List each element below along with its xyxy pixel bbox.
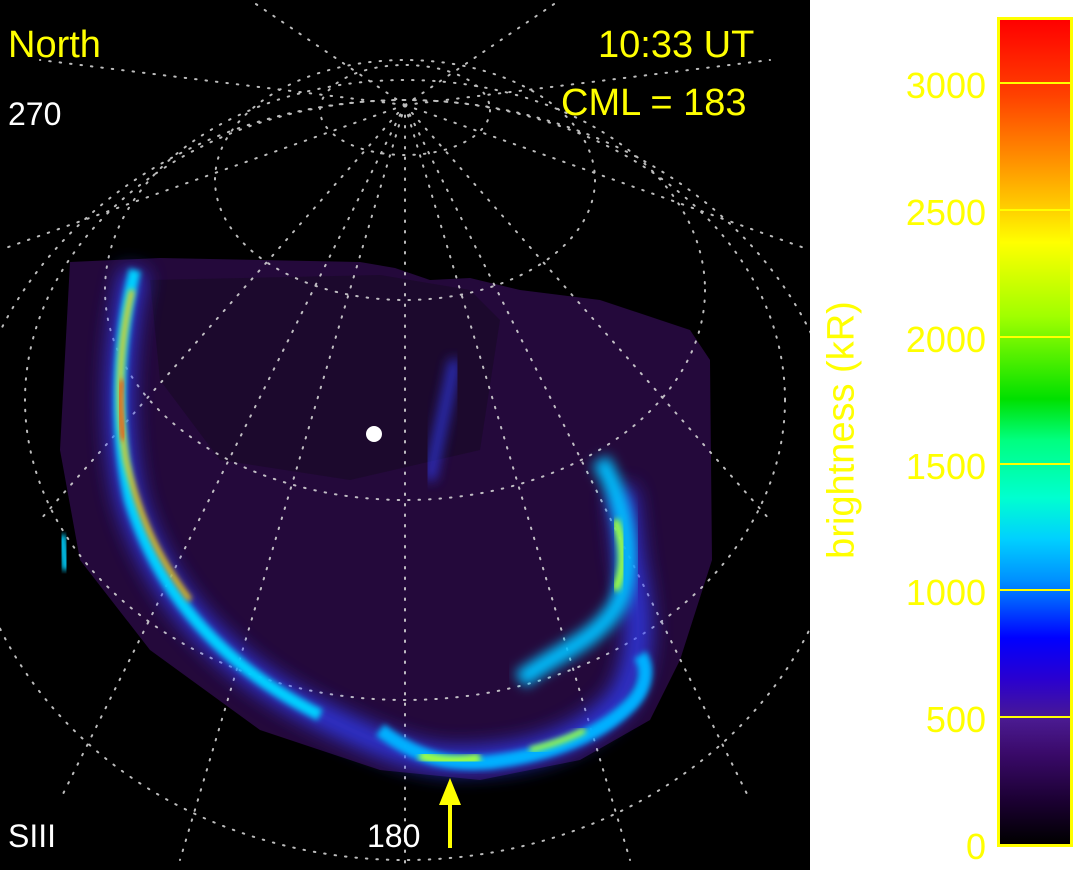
polar-emission-streak <box>425 359 460 481</box>
colorbar-title-text: brightness (kR) <box>820 301 863 559</box>
cml-label: CML = 183 <box>561 82 747 124</box>
colorbar-tick-line <box>1000 209 1070 212</box>
colorbar-tick-line <box>1000 335 1070 338</box>
coordinate-grid <box>0 0 810 870</box>
hemisphere-label: North <box>8 24 101 66</box>
colorbar-tick-line <box>1000 589 1070 592</box>
longitude-label-top: 270 <box>8 96 62 132</box>
colorbar <box>997 17 1073 847</box>
dawn-arc <box>514 455 637 688</box>
white-dot-icon <box>366 426 382 442</box>
colorbar-tick-label: 2000 <box>905 318 986 360</box>
dawn-arc-core <box>611 518 627 592</box>
colorbar-tick-line <box>1000 716 1070 719</box>
colorbar-tick-label: 0 <box>965 826 986 867</box>
colorbar-tick-label: 2500 <box>905 192 986 234</box>
lower-oval-bright-spot <box>418 750 481 766</box>
colorbar-tick-label: 500 <box>925 699 986 741</box>
lower-oval-hot-spot <box>529 727 587 753</box>
coordinate-system-label: SIII <box>8 818 57 854</box>
colorbar-tick-label: 3000 <box>905 65 986 107</box>
main-oval-peak <box>117 379 126 441</box>
colorbar-tick-line <box>1000 82 1070 85</box>
main-oval-bright-core <box>117 289 193 602</box>
polar-projection-image: North 270 10:33 UT CML = 183 SIII 180 <box>0 0 810 870</box>
longitude-label-bottom: 180 <box>367 818 421 854</box>
auroral-emission-map <box>0 0 810 870</box>
colorbar-tick-line <box>1000 462 1070 465</box>
colorbar-tick-label: 1500 <box>905 445 986 487</box>
up-arrow-icon <box>439 778 461 848</box>
time-label: 10:33 UT <box>598 24 755 66</box>
equatorward-spot <box>58 534 70 571</box>
dark-upper-region <box>150 275 500 480</box>
colorbar-tick-label: 1000 <box>905 572 986 614</box>
